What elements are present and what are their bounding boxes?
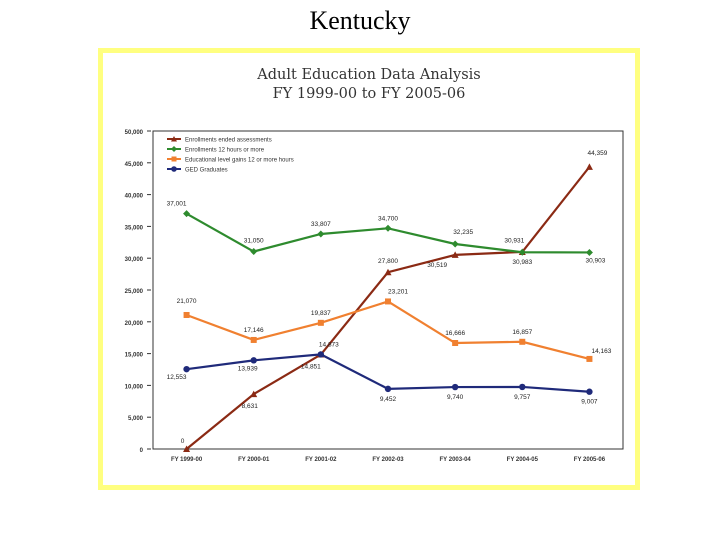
data-label: 31,050 [244,238,264,245]
data-point [183,365,190,373]
data-label: 44,359 [587,150,607,157]
legend-label: Educational level gains 12 or more hours [185,158,294,164]
data-point [250,357,257,364]
legend-marker [171,166,177,172]
data-point [519,383,526,391]
data-label: 9,452 [380,396,397,403]
data-point [586,388,593,395]
x-tick-label: FY 2000-01 [238,457,270,463]
data-label: 37,001 [167,201,187,208]
data-label: 14,851 [301,364,321,371]
y-tick-label: 20,000 [125,321,144,327]
data-point [250,248,258,256]
y-tick-label: 10,000 [125,384,144,390]
y-tick-label: 5,000 [128,416,144,422]
data-label: 21,070 [177,298,197,305]
chart-subtitle: FY 1999-00 to FY 2005-06 [272,86,466,102]
data-point [585,248,593,256]
y-tick-label: 35,000 [125,225,144,231]
data-label: 34,700 [378,215,398,222]
data-label: 30,903 [585,257,605,264]
data-label: 17,146 [244,327,264,334]
data-label: 32,235 [453,229,473,236]
y-tick-label: 0 [140,448,144,454]
plot-area [152,130,624,450]
data-label: 23,201 [388,288,408,295]
chart-title: Adult Education Data Analysis [257,67,481,83]
data-point [317,230,325,238]
data-point [183,445,191,452]
data-point [183,311,190,318]
chart-frame: Adult Education Data Analysis FY 1999-00… [98,48,640,490]
data-label: 30,983 [512,259,532,266]
data-label: 14,163 [591,348,611,355]
data-point [384,385,392,393]
x-tick-label: FY 2005-06 [574,457,606,463]
y-tick-label: 50,000 [125,130,144,136]
x-tick-label: FY 1999-00 [171,457,203,463]
legend-marker [171,156,177,162]
x-tick-label: FY 2003-04 [440,457,472,463]
data-label: 16,666 [445,330,465,337]
data-label: 13,939 [238,365,258,372]
data-label: 8,631 [242,403,259,410]
data-label: 9,740 [447,394,464,401]
data-point [385,298,391,305]
legend-label: Enrollments 12 hours or more [185,148,265,154]
legend-marker [171,136,177,142]
data-point [451,383,459,391]
data-point [183,210,191,218]
data-label: 16,857 [512,329,532,336]
y-tick-label: 45,000 [125,162,144,168]
data-label: 33,807 [311,221,331,228]
data-label: 14,873 [319,341,339,348]
data-label: 9,007 [581,399,598,406]
legend-label: GED Graduates [185,168,228,174]
data-point [452,340,459,347]
data-point [384,268,392,276]
data-point [317,351,325,358]
x-tick-label: FY 2002-03 [372,457,404,463]
data-point [451,240,459,248]
data-point [586,355,593,362]
data-point [384,224,392,232]
data-label: 0 [181,438,185,445]
data-point [250,390,258,398]
x-tick-label: FY 2001-02 [305,457,337,463]
data-point [451,251,459,258]
x-tick-label: FY 2004-05 [507,457,539,463]
data-label: 30,519 [427,262,447,269]
data-point [317,319,324,326]
data-point [250,336,257,343]
data-label: 27,800 [378,258,398,265]
legend-marker [171,146,177,152]
y-tick-label: 25,000 [125,289,144,295]
data-label: 19,837 [311,310,331,317]
data-label: 12,553 [167,374,187,381]
data-label: 30,931 [504,237,524,244]
slide-title: Kentucky [309,6,411,35]
data-label: 9,757 [514,394,531,401]
data-point [585,163,593,170]
line-chart: 0 5,000 10,000 15,000 20,000 25,000 30,000 35,0… [125,130,624,463]
data-point [519,338,526,345]
y-tick-label: 30,000 [125,257,144,263]
y-tick-label: 40,000 [125,194,144,200]
y-tick-label: 15,000 [125,353,144,359]
data-point [518,248,526,256]
legend-label: Enrollments ended assessments [185,138,272,144]
